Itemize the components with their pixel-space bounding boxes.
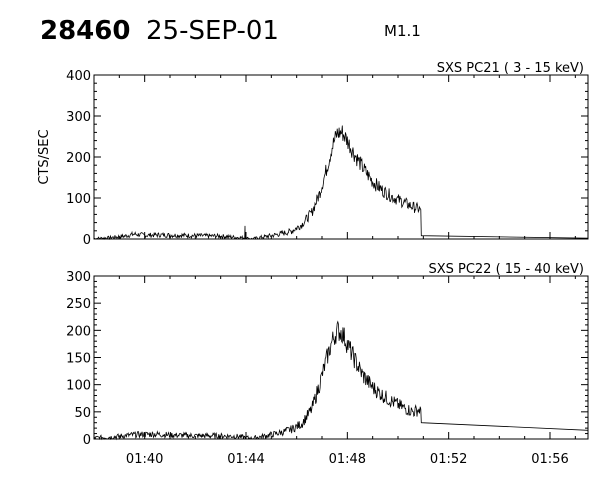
series-line-1 [93,320,589,441]
flare-class: M1.1 [384,22,421,40]
x-tick-label: 01:48 [329,452,366,467]
chart-panel-2: 0 50 100 150 200 250 300 01:40 01:44 01:48 01:52 01… [66,262,589,467]
y-tick-label: 300 [66,270,91,285]
y-tick-label: 250 [66,297,91,312]
y-tick-label: 300 [66,110,91,125]
plot-frame [93,74,589,240]
y-tick-label: 100 [66,379,91,394]
y-tick-label: 100 [66,192,91,207]
panel-title: SXS PC21 ( 3 - 15 keV) [437,61,584,76]
series-line-1 [93,125,589,241]
y-axis-label: CTS/SEC [37,129,52,184]
panel-title: SXS PC22 ( 15 - 40 keV) [428,262,584,277]
plot-frame [93,275,589,440]
y-tick-label: 150 [66,352,91,367]
chart-panel-1: 0 100 200 300 400 SXS PC21 ( 3 - 15 keV) CTS/S… [37,61,589,248]
y-tick-label: 200 [66,151,91,166]
y-tick-label: 50 [74,406,91,421]
x-tick-label: 01:52 [430,452,467,467]
event-date: 25-SEP-01 [146,16,279,46]
x-tick-label: 01:40 [126,452,163,467]
y-tick-label: 0 [83,433,91,448]
event-number: 28460 [40,16,131,46]
y-tick-label: 400 [66,69,91,84]
x-tick-label: 01:44 [227,452,264,467]
y-tick-label: 0 [83,233,91,248]
y-tick-label: 200 [66,324,91,339]
x-tick-label: 01:56 [531,452,568,467]
